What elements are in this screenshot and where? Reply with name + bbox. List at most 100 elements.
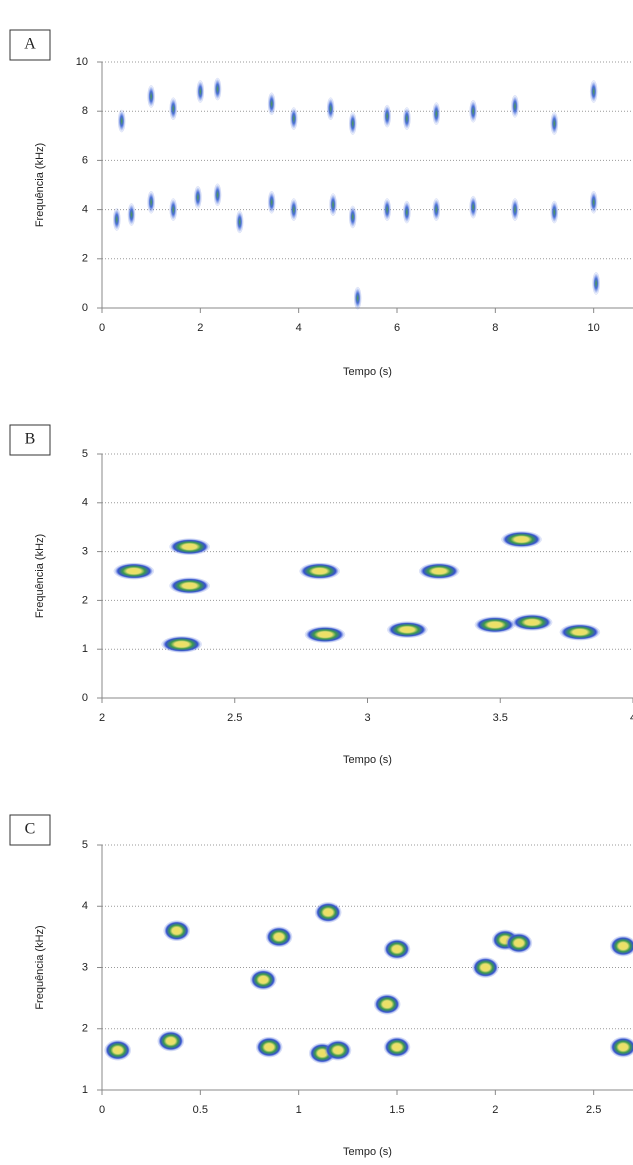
spectrogram-blob bbox=[127, 203, 136, 226]
y-tick-label: 2 bbox=[82, 594, 88, 606]
spectrogram-blob bbox=[505, 932, 533, 954]
x-axis-label: Tempo (s) bbox=[343, 1146, 392, 1158]
spectrogram-blob bbox=[250, 969, 277, 990]
y-tick-label: 1 bbox=[82, 1084, 88, 1096]
spectrogram-blob bbox=[383, 198, 391, 221]
spectrogram-blob bbox=[113, 562, 155, 580]
spectrogram-blob bbox=[349, 112, 357, 135]
spectrogram-blob bbox=[265, 926, 293, 948]
x-tick-label: 1.5 bbox=[389, 1104, 404, 1116]
spectrogram-blob bbox=[349, 205, 357, 229]
x-tick-label: 4 bbox=[296, 322, 302, 334]
spectrogram-blob bbox=[169, 538, 210, 555]
y-tick-label: 5 bbox=[82, 839, 88, 851]
spectrogram-blob bbox=[255, 1036, 283, 1058]
spectrogram-blob bbox=[314, 902, 342, 923]
spectrogram-blob bbox=[326, 97, 335, 120]
spectrogram-blob bbox=[403, 200, 411, 224]
spectrogram-blob bbox=[501, 531, 542, 548]
spectrogram-blob bbox=[117, 109, 126, 133]
y-axis-label: Frequência (kHz) bbox=[34, 143, 46, 227]
spectrogram-blob bbox=[267, 190, 276, 214]
panel-label-box bbox=[9, 424, 51, 456]
y-tick-label: 1 bbox=[82, 643, 88, 655]
spectrogram-blob bbox=[161, 636, 202, 653]
y-tick-label: 0 bbox=[82, 302, 88, 314]
x-tick-label: 0 bbox=[99, 1104, 105, 1116]
spectrogram-blob bbox=[163, 920, 190, 941]
x-tick-label: 2 bbox=[99, 712, 105, 724]
spectrogram-blob bbox=[196, 80, 205, 103]
spectrogram-blob bbox=[147, 85, 155, 108]
y-tick-label: 5 bbox=[82, 448, 88, 460]
spectrogram-blob bbox=[194, 186, 202, 209]
spectrogram-blob bbox=[511, 198, 519, 221]
spectrogram-blob bbox=[169, 198, 178, 221]
x-tick-label: 2 bbox=[492, 1104, 498, 1116]
spectrogram-blob bbox=[299, 562, 340, 580]
spectrogram-blob bbox=[353, 286, 362, 310]
x-tick-label: 8 bbox=[492, 322, 498, 334]
x-tick-label: 10 bbox=[588, 322, 600, 334]
spectrogram-blob bbox=[609, 1036, 633, 1058]
spectrogram-blob bbox=[559, 623, 601, 641]
spectrogram-blob bbox=[469, 195, 477, 219]
y-tick-label: 0 bbox=[82, 692, 88, 704]
x-tick-label: 1 bbox=[296, 1104, 302, 1116]
spectrogram-blob bbox=[267, 92, 276, 116]
x-axis-label: Tempo (s) bbox=[343, 366, 392, 378]
x-tick-label: 3.5 bbox=[493, 712, 508, 724]
panel-label-box bbox=[9, 814, 51, 846]
spectrogram-blob bbox=[383, 1036, 411, 1058]
panel-label-box bbox=[9, 29, 51, 61]
x-tick-label: 4 bbox=[630, 712, 633, 724]
panel-label: A bbox=[24, 36, 36, 53]
spectrogram-blob bbox=[550, 112, 559, 135]
y-tick-label: 2 bbox=[82, 1023, 88, 1035]
spectrogram-blob bbox=[324, 1039, 352, 1061]
spectrogram-blob bbox=[113, 208, 121, 231]
x-tick-label: 2.5 bbox=[227, 712, 242, 724]
spectrogram-blob bbox=[387, 621, 428, 638]
spectrogram-blob bbox=[304, 626, 346, 643]
y-tick-label: 4 bbox=[82, 900, 88, 912]
spectrogram-blob bbox=[474, 616, 516, 634]
y-tick-label: 3 bbox=[82, 546, 88, 558]
spectrogram-blob bbox=[403, 107, 411, 130]
spectrogram-blob bbox=[432, 198, 441, 221]
panel-label: C bbox=[25, 821, 36, 838]
spectrogram-blob bbox=[213, 183, 222, 207]
spectrogram-blob bbox=[383, 104, 391, 128]
y-tick-label: 4 bbox=[82, 497, 88, 509]
spectrogram-blob bbox=[592, 272, 600, 295]
spectrogram-blob bbox=[550, 200, 559, 224]
y-tick-label: 6 bbox=[82, 154, 88, 166]
spectrogram-blob bbox=[511, 95, 519, 118]
spectrogram-blob bbox=[147, 190, 155, 214]
x-tick-label: 2 bbox=[197, 322, 203, 334]
spectrogram-blob bbox=[589, 190, 598, 214]
spectrogram-blob bbox=[373, 994, 401, 1015]
y-tick-label: 3 bbox=[82, 961, 88, 973]
spectrogram-blob bbox=[104, 1039, 131, 1061]
x-tick-label: 2.5 bbox=[586, 1104, 601, 1116]
spectrogram-blob bbox=[157, 1030, 185, 1052]
spectrogram-blob bbox=[418, 562, 460, 580]
x-axis-label: Tempo (s) bbox=[343, 754, 392, 766]
spectrogram-blob bbox=[329, 193, 337, 216]
x-tick-label: 6 bbox=[394, 322, 400, 334]
y-tick-label: 10 bbox=[76, 56, 88, 68]
panel-label: B bbox=[25, 431, 36, 448]
spectrogram-blob bbox=[511, 614, 553, 631]
spectrogram-blob bbox=[609, 935, 633, 957]
spectrogram-blob bbox=[472, 957, 499, 978]
y-tick-label: 8 bbox=[82, 105, 88, 117]
spectrogram-blob bbox=[290, 198, 298, 221]
spectrogram-blob bbox=[169, 97, 178, 120]
y-tick-label: 4 bbox=[82, 204, 88, 216]
spectrogram-blob bbox=[469, 99, 477, 123]
x-tick-label: 3 bbox=[364, 712, 370, 724]
spectrogram-blob bbox=[169, 577, 210, 595]
spectrogram-blob bbox=[432, 102, 441, 125]
